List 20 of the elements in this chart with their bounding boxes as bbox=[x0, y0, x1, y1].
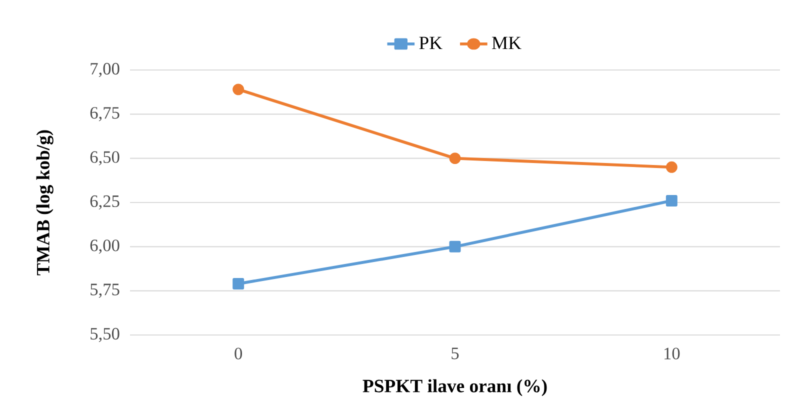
point bbox=[449, 240, 461, 252]
x-tick-label: 0 bbox=[234, 348, 242, 360]
y-tick-label: 6,25 bbox=[90, 195, 120, 210]
y-tick-label: 6,50 bbox=[90, 151, 120, 166]
point bbox=[666, 194, 678, 206]
x-tick-label: 5 bbox=[452, 348, 459, 360]
y-tick-label: 6,00 bbox=[90, 240, 120, 254]
y-tick-label: 6,75 bbox=[90, 107, 120, 122]
y-tick-label: 7,00 bbox=[90, 62, 120, 78]
x-tick-label: 10 bbox=[664, 348, 680, 360]
point bbox=[666, 161, 678, 173]
legend-label: PK bbox=[419, 36, 442, 50]
point bbox=[449, 152, 461, 164]
x-axis-title: PSPKT ilave oranı (%) bbox=[362, 379, 547, 396]
point bbox=[232, 278, 244, 290]
legend-label: MK bbox=[492, 36, 522, 50]
y-axis-title: TMAB (log kob/g) bbox=[36, 130, 54, 276]
y-tick-label: 5,75 bbox=[90, 284, 120, 298]
point bbox=[232, 84, 244, 96]
y-tick-label: 5,50 bbox=[90, 328, 120, 342]
